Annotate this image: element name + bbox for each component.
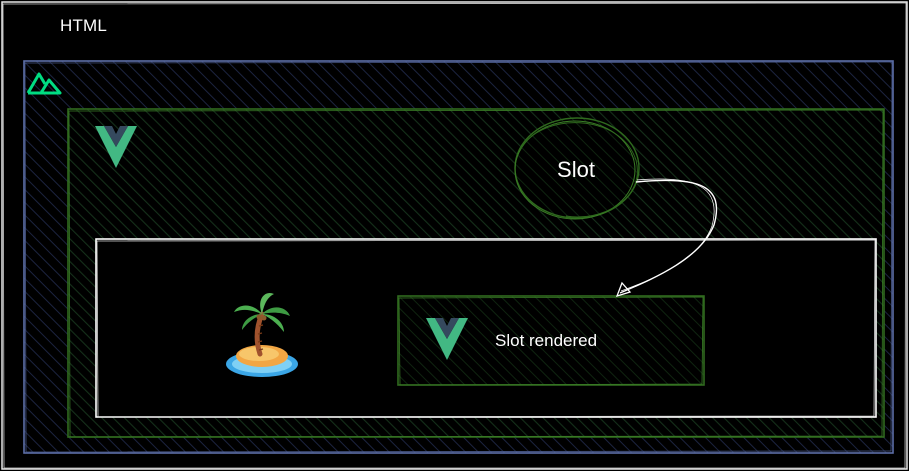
island-icon	[226, 292, 298, 377]
slot-circle	[514, 117, 640, 220]
slot-label: Slot	[557, 157, 595, 182]
html-label: HTML	[60, 16, 108, 35]
vue-logo-icon	[95, 126, 137, 168]
nuxt-logo-icon	[26, 72, 62, 95]
slot-rendered-label: Slot rendered	[495, 331, 598, 350]
slot-arrow	[615, 178, 718, 298]
vue-logo-icon	[426, 318, 468, 360]
